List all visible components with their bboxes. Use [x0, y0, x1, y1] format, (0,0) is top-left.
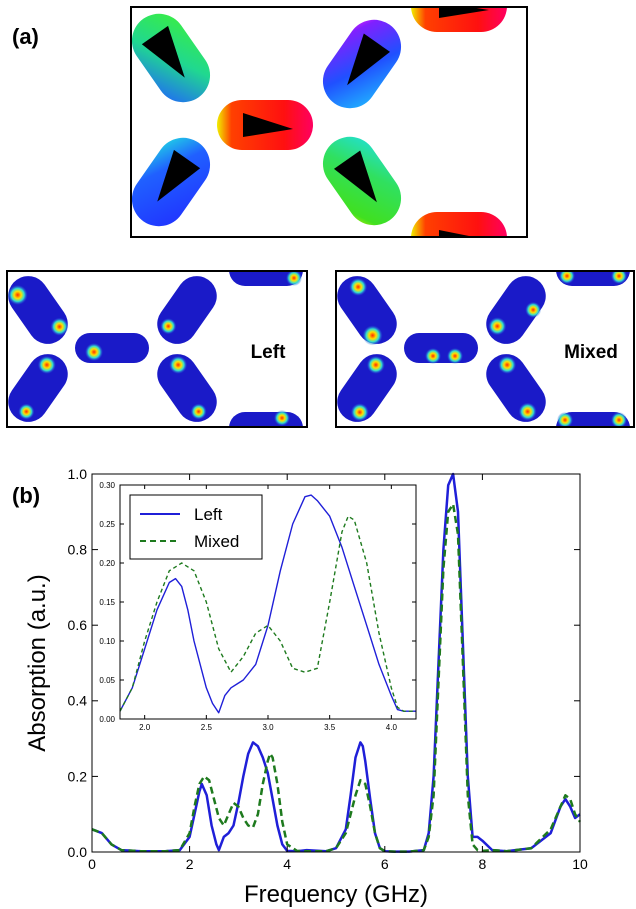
- main-series-mixed: [91, 502, 582, 853]
- polarization-arrow-icon: [333, 150, 377, 203]
- main-y-tick-label: 0.0: [68, 844, 88, 860]
- inset-y-tick-label: 0.30: [99, 481, 115, 490]
- legend-label-left: Left: [194, 505, 223, 524]
- main-y-tick-label: 0.6: [68, 617, 88, 633]
- field-map-label-left: Left: [251, 342, 287, 363]
- polarization-arrow-icon: [347, 33, 391, 86]
- inset-y-tick-label: 0.10: [99, 637, 115, 646]
- resonator-rod: [411, 6, 507, 32]
- main-y-tick-label: 0.8: [68, 542, 88, 558]
- resonator-rod: [131, 137, 211, 227]
- resonator-rod: [217, 100, 313, 150]
- main-y-tick-label: 0.2: [68, 768, 88, 784]
- inset-y-tick-label: 0.00: [99, 715, 115, 724]
- field-map-mixed: Mixed: [335, 270, 635, 428]
- resonator-rod: [131, 13, 211, 103]
- polarization-arrow-icon: [243, 113, 293, 137]
- main-frame: [91, 473, 581, 853]
- resonator-rod: [322, 19, 402, 109]
- main-x-tick-label: 6: [381, 856, 389, 872]
- main-x-tick-label: 0: [88, 856, 96, 872]
- main-x-axis-label: Frequency (GHz): [244, 881, 428, 908]
- field-map-label-mixed: Mixed: [564, 342, 618, 363]
- panel-label-a: (a): [12, 24, 39, 49]
- unit-cell-schematic: [130, 6, 528, 238]
- absorption-chart: 0 2 4 6 8 10 0.0 0.2 0.4 0.6 0.8 1.0 Frequency (GHz)…: [24, 466, 588, 908]
- main-x-tick-label: 4: [283, 856, 291, 872]
- inset-y-tick-label: 0.20: [99, 559, 115, 568]
- main-x-tick-label: 10: [572, 856, 588, 872]
- legend-box: [129, 494, 263, 560]
- inset-x-tick-label: 3.5: [324, 723, 336, 732]
- inset-x-tick-label: 4.0: [386, 723, 398, 732]
- polarization-arrow-icon: [157, 149, 201, 202]
- inset-y-tick-label: 0.05: [99, 676, 115, 685]
- panel-label-b: (b): [12, 483, 41, 508]
- polarization-arrow-icon: [439, 6, 489, 18]
- main-y-axis-label: Absorption (a.u.): [24, 574, 51, 751]
- main-x-tick-label: 2: [186, 856, 194, 872]
- inset-x-tick-label: 2.0: [139, 723, 151, 732]
- resonator-rod: [322, 136, 402, 226]
- field-map-left: Left: [6, 270, 308, 428]
- inset-series-mixed: [119, 515, 416, 712]
- polarization-arrow-icon: [141, 25, 185, 78]
- inset-x-tick-label: 2.5: [201, 723, 213, 732]
- inset-x-tick-label: 3.0: [262, 723, 274, 732]
- resonator-rod: [411, 212, 507, 238]
- inset-y-tick-label: 0.15: [99, 598, 115, 607]
- inset-y-tick-label: 0.25: [99, 520, 115, 529]
- inset-plot: 2.0 2.5 3.0 3.5 4.0 0.00 0.05 0.10 0.15 0.20 0.25 0…: [99, 481, 417, 732]
- legend-label-mixed: Mixed: [194, 532, 239, 551]
- inset-series-left: [119, 494, 416, 714]
- main-y-tick-label: 0.4: [68, 693, 88, 709]
- main-y-tick-label: 1.0: [68, 466, 88, 482]
- main-x-tick-label: 8: [479, 856, 487, 872]
- inset-legend: Left Mixed: [129, 494, 263, 560]
